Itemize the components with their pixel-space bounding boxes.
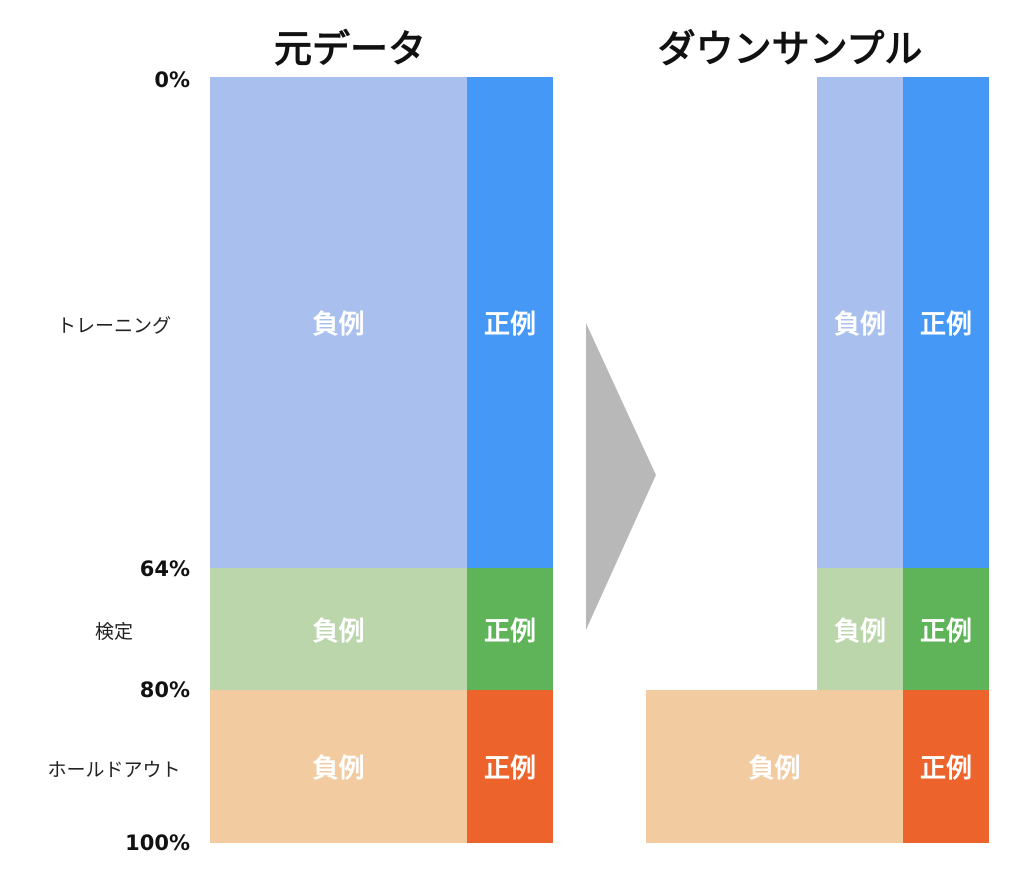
block-label: 正例: [919, 310, 972, 340]
block-label: 負例: [748, 754, 801, 784]
pct-0: 0%: [154, 68, 190, 92]
original-training-positive: 正例: [467, 77, 553, 568]
right-triangle-arrow-icon: [586, 323, 656, 630]
block-label: 負例: [833, 310, 886, 340]
block-label: 負例: [312, 310, 365, 340]
label-holdout: ホールドアウト: [47, 759, 181, 781]
block-label: 正例: [483, 754, 536, 784]
pct-100: 100%: [125, 831, 190, 855]
title-downsampled: ダウンサンプル: [657, 27, 923, 71]
original-training-negative: 負例: [210, 77, 467, 568]
pct-64: 64%: [139, 557, 190, 581]
original-validation-negative: 負例: [210, 568, 467, 690]
block-label: 負例: [833, 616, 886, 647]
block-label: 正例: [919, 616, 972, 647]
pct-80: 80%: [139, 678, 190, 702]
downsampled-holdout-negative: 負例: [646, 690, 903, 843]
block-label: 正例: [483, 310, 536, 340]
downsampled-validation-positive: 正例: [903, 568, 989, 690]
label-validation: 検定: [94, 621, 133, 643]
block-label: 負例: [312, 754, 365, 784]
original-validation-positive: 正例: [467, 568, 553, 690]
downsampled-validation-negative: 負例: [817, 568, 903, 690]
block-label: 正例: [483, 616, 536, 647]
downsampled-training-negative: 負例: [817, 77, 903, 568]
block-label: 正例: [919, 754, 972, 784]
downsampled-holdout-positive: 正例: [903, 690, 989, 843]
original-holdout-positive: 正例: [467, 690, 553, 843]
title-original: 元データ: [273, 27, 426, 71]
original-holdout-negative: 負例: [210, 690, 467, 843]
downsampled-training-positive: 正例: [903, 77, 989, 568]
label-training: トレーニング: [56, 315, 171, 337]
block-label: 負例: [312, 616, 365, 647]
